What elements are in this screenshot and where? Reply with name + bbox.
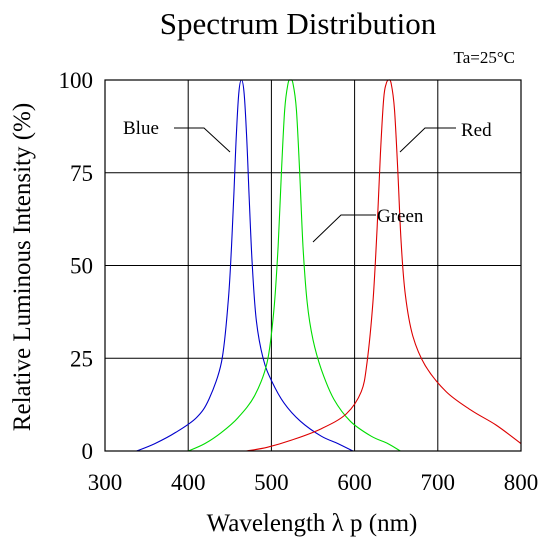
y-tick-label: 75 — [70, 161, 93, 186]
legend-leader-red — [399, 127, 456, 153]
plot-frame — [104, 79, 522, 452]
x-tick-label: 800 — [504, 470, 539, 495]
legend-red: Red — [399, 120, 492, 153]
y-tick-label: 25 — [70, 346, 93, 371]
x-tick-label: 600 — [337, 470, 372, 495]
x-tick-label: 300 — [88, 470, 123, 495]
legend-label-green: Green — [377, 206, 424, 227]
y-tick-label: 100 — [59, 68, 94, 93]
series-line-red — [246, 79, 522, 452]
legend-blue: Blue — [123, 118, 231, 153]
x-tick-label: 700 — [421, 470, 456, 495]
legend-label-blue: Blue — [123, 118, 159, 139]
grid — [104, 79, 522, 452]
y-tick-label: 50 — [70, 254, 93, 279]
series-line-blue — [136, 79, 354, 452]
legend-leader-green — [312, 214, 376, 243]
legend-leader-blue — [174, 127, 231, 153]
legend-label-red: Red — [461, 120, 492, 141]
legend-green: Green — [312, 206, 424, 243]
y-tick-label: 0 — [82, 439, 94, 464]
y-axis-label: Relative Luminous Intensity (%) — [9, 103, 36, 431]
tick-labels: 300 400 500 600 700 800 0 25 50 75 100 — [59, 68, 539, 495]
x-axis-label: Wavelength λ p (nm) — [207, 510, 418, 537]
x-tick-label: 500 — [254, 470, 289, 495]
x-tick-label: 400 — [171, 470, 206, 495]
test-condition: Ta=25°C — [454, 48, 515, 67]
chart-title: Spectrum Distribution — [160, 6, 437, 41]
